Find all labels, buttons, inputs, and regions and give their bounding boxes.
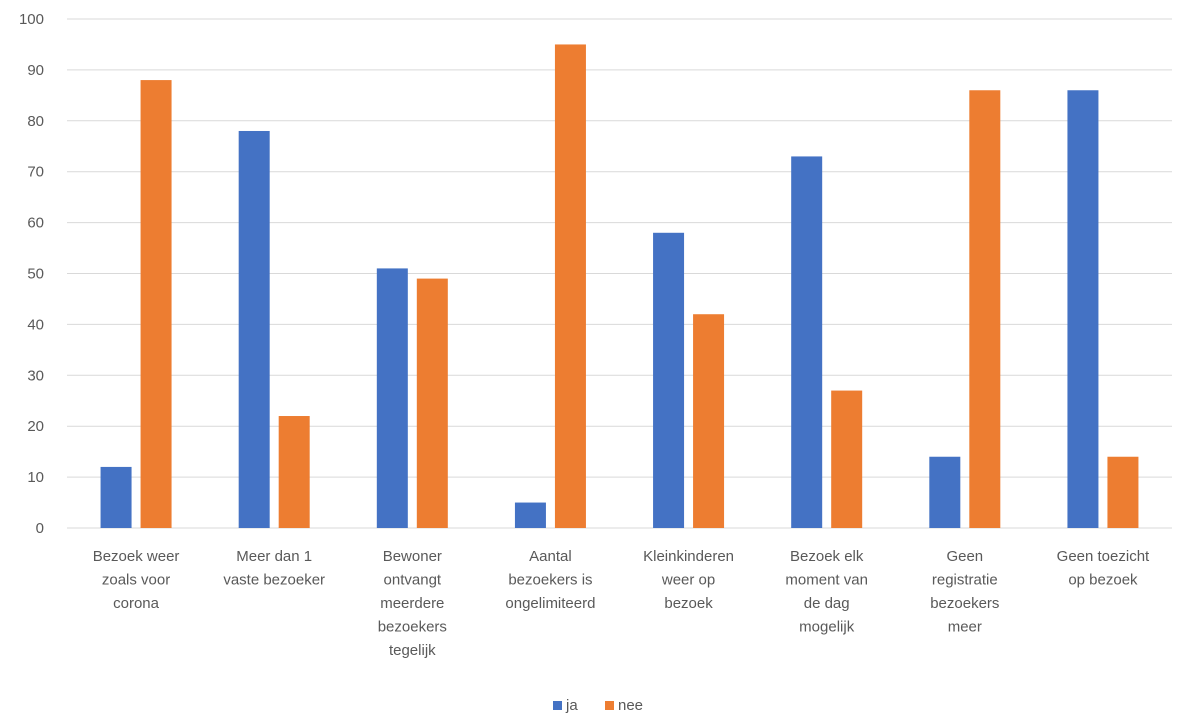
bar-ja-6: [929, 456, 961, 528]
y-tick-label-60: 60: [27, 215, 44, 232]
legend: ja nee: [553, 697, 643, 714]
y-tick-label-100: 100: [19, 11, 44, 28]
bar-ja-7: [1067, 90, 1099, 528]
x-category-label-6: Geen registratie bezoekers meer: [930, 548, 999, 636]
bar-ja-1: [238, 130, 270, 529]
x-category-label-3: Aantal bezoekers is ongelimiteerd: [505, 548, 595, 612]
bar-ja-4: [653, 232, 685, 528]
x-category-label-0: Bezoek weer zoals voor corona: [93, 548, 180, 612]
bar-nee-3: [554, 44, 586, 528]
y-tick-label-30: 30: [27, 367, 44, 384]
y-tick-label-0: 0: [36, 520, 44, 537]
x-category-label-2: Bewoner ontvangt meerdere bezoekers tegelijk: [378, 548, 447, 659]
y-axis-ticks: 0 10 20 30 40 50 60 70 80 90 100: [19, 11, 44, 537]
bar-ja-5: [791, 156, 823, 528]
bar-nee-4: [693, 314, 725, 528]
y-tick-label-20: 20: [27, 418, 44, 435]
bar-ja-0: [100, 466, 132, 528]
gridlines: [67, 18, 1172, 529]
x-category-label-1: Meer dan 1 vaste bezoeker: [223, 548, 325, 589]
x-category-label-7: Geen toezicht op bezoek: [1057, 548, 1150, 589]
legend-label-nee: nee: [618, 697, 643, 714]
x-axis-category-labels: Bezoek weer zoals voor corona Meer dan 1 vas…: [93, 548, 1150, 659]
bar-nee-6: [969, 90, 1001, 528]
y-tick-label-80: 80: [27, 113, 44, 130]
legend-swatch-ja: [553, 701, 562, 710]
bar-nee-2: [416, 278, 448, 528]
legend-label-ja: ja: [565, 697, 578, 714]
x-category-label-4: Kleinkinderen weer op bezoek: [643, 548, 734, 612]
bars: [100, 44, 1139, 529]
bar-nee-5: [831, 390, 863, 528]
bar-nee-7: [1107, 456, 1139, 528]
bar-nee-1: [278, 416, 310, 528]
bar-ja-3: [514, 502, 546, 528]
legend-swatch-nee: [605, 701, 614, 710]
y-tick-label-50: 50: [27, 266, 44, 283]
y-tick-label-10: 10: [27, 469, 44, 486]
y-tick-label-90: 90: [27, 62, 44, 79]
bar-nee-0: [140, 80, 172, 528]
y-tick-label-40: 40: [27, 316, 44, 333]
bar-ja-2: [376, 268, 408, 528]
x-category-label-5: Bezoek elk moment van de dag mogelijk: [785, 548, 868, 636]
y-tick-label-70: 70: [27, 164, 44, 181]
